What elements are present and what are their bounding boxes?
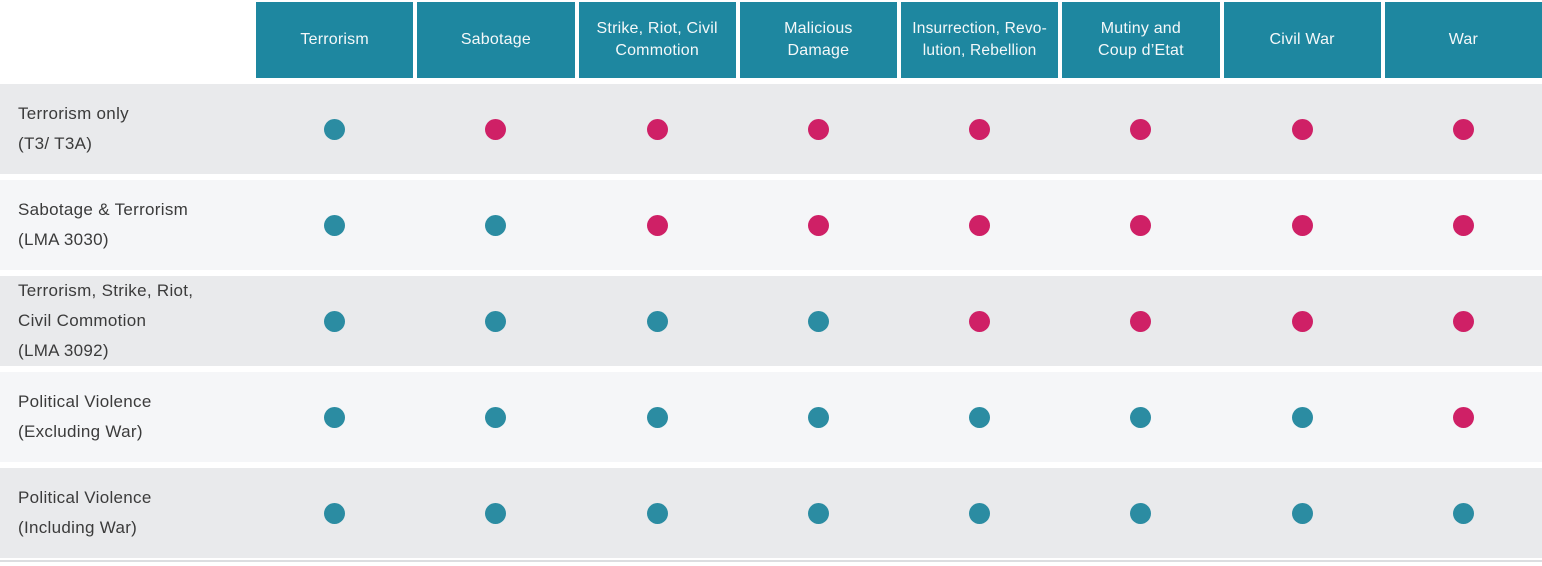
coverage-dot bbox=[1291, 214, 1313, 236]
coverage-dot bbox=[1291, 502, 1313, 524]
coverage-dot bbox=[807, 502, 829, 524]
coverage-dot bbox=[324, 406, 346, 428]
header-spacer bbox=[0, 2, 252, 78]
coverage-dot bbox=[324, 310, 346, 332]
coverage-dot bbox=[1291, 310, 1313, 332]
coverage-dot bbox=[1130, 406, 1152, 428]
row-label: Terrorism only (T3/ T3A) bbox=[18, 104, 129, 153]
coverage-dot bbox=[485, 214, 507, 236]
table-body: Terrorism only (T3/ T3A) Sabotage & Terr… bbox=[0, 84, 1542, 558]
coverage-dot bbox=[1130, 310, 1152, 332]
column-header-mutiny-coup-detat: Mutiny and Coup d’Etat bbox=[1062, 2, 1220, 78]
coverage-dot bbox=[1452, 214, 1474, 236]
coverage-dot bbox=[485, 118, 507, 140]
table-row-political-violence-incl-war: Political Violence (Including War) bbox=[0, 468, 1542, 558]
coverage-dot bbox=[485, 406, 507, 428]
coverage-dot bbox=[1291, 118, 1313, 140]
coverage-dot bbox=[969, 310, 991, 332]
row-label: Sabotage & Terrorism (LMA 3030) bbox=[18, 200, 189, 249]
coverage-dot bbox=[646, 310, 668, 332]
column-header-strike-riot-civil-commotion: Strike, Riot, Civil Commotion bbox=[578, 2, 736, 78]
coverage-dot bbox=[485, 502, 507, 524]
coverage-dot bbox=[324, 214, 346, 236]
row-label: Terrorism, Strike, Riot, Civil Commotion… bbox=[18, 281, 194, 360]
table-row-terrorism-only: Terrorism only (T3/ T3A) bbox=[0, 84, 1542, 174]
coverage-dot bbox=[324, 118, 346, 140]
coverage-dot bbox=[646, 118, 668, 140]
column-header-war: War bbox=[1384, 2, 1542, 78]
coverage-dot bbox=[969, 406, 991, 428]
coverage-dot bbox=[1130, 118, 1152, 140]
coverage-dot bbox=[1452, 310, 1474, 332]
table-header-row: Terrorism Sabotage Strike, Riot, Civil C… bbox=[0, 2, 1542, 78]
coverage-dot bbox=[1452, 406, 1474, 428]
coverage-dot bbox=[324, 502, 346, 524]
coverage-dot bbox=[1452, 118, 1474, 140]
column-header-sabotage: Sabotage bbox=[417, 2, 575, 78]
coverage-dot bbox=[1130, 502, 1152, 524]
column-header-terrorism: Terrorism bbox=[256, 2, 414, 78]
row-label: Political Violence (Including War) bbox=[18, 488, 152, 537]
coverage-dot bbox=[1452, 502, 1474, 524]
coverage-dot bbox=[646, 214, 668, 236]
coverage-dot bbox=[969, 214, 991, 236]
column-header-civil-war: Civil War bbox=[1223, 2, 1381, 78]
coverage-dot bbox=[1130, 214, 1152, 236]
column-header-malicious-damage: Malicious Damage bbox=[739, 2, 897, 78]
bottom-divider bbox=[0, 560, 1542, 562]
coverage-dot bbox=[807, 310, 829, 332]
table-row-terrorism-strike-riot: Terrorism, Strike, Riot, Civil Commotion… bbox=[0, 276, 1542, 366]
coverage-dot bbox=[807, 406, 829, 428]
coverage-dot bbox=[969, 118, 991, 140]
table-row-political-violence-excl-war: Political Violence (Excluding War) bbox=[0, 372, 1542, 462]
coverage-dot bbox=[807, 214, 829, 236]
table-row-sabotage-terrorism: Sabotage & Terrorism (LMA 3030) bbox=[0, 180, 1542, 270]
coverage-dot bbox=[1291, 406, 1313, 428]
coverage-dot bbox=[485, 310, 507, 332]
coverage-dot bbox=[646, 406, 668, 428]
coverage-dot bbox=[969, 502, 991, 524]
coverage-dot bbox=[646, 502, 668, 524]
column-header-insurrection-revolution-rebellion: Insurrection, Revo- lution, Rebellion bbox=[901, 2, 1059, 78]
row-label: Political Violence (Excluding War) bbox=[18, 392, 152, 441]
coverage-dot bbox=[807, 118, 829, 140]
